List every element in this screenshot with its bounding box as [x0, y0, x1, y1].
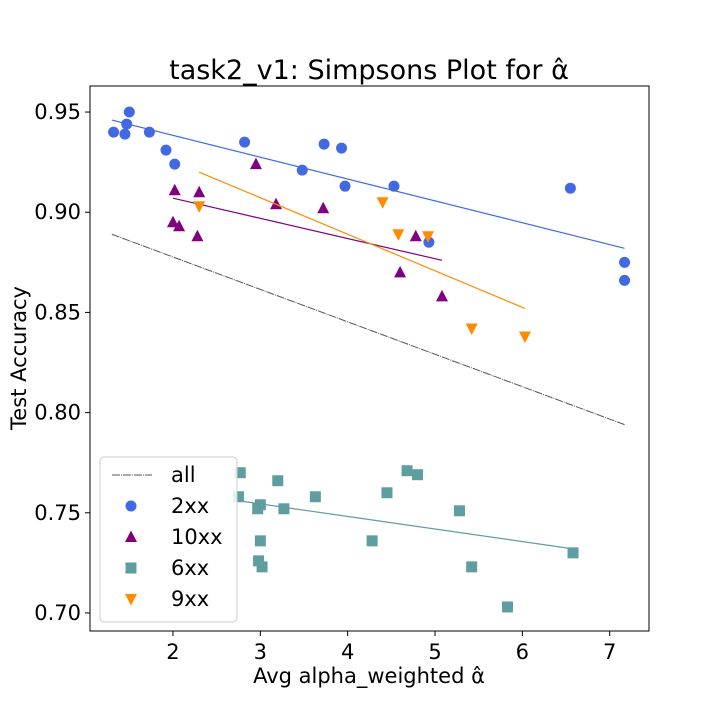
data-point-2xx	[121, 118, 133, 130]
data-point-6xx	[254, 499, 266, 511]
y-tick-label: 0.95	[34, 100, 81, 124]
data-point-2xx	[143, 126, 155, 138]
x-tick-label: 4	[341, 640, 354, 664]
data-point-9xx	[465, 323, 478, 335]
data-point-10xx	[193, 185, 206, 198]
x-tick-label: 3	[254, 640, 267, 664]
x-axis-label: Avg alpha_weighted α̂	[253, 664, 485, 689]
legend-label-6xx: 6xx	[171, 556, 209, 580]
legend: all 2xx 10xx 6xx 9xx	[99, 456, 238, 623]
data-point-2xx	[296, 164, 308, 176]
data-point-9xx	[422, 231, 435, 243]
legend-label-9xx: 9xx	[171, 587, 209, 611]
trend-line-all	[111, 233, 625, 426]
legend-box	[99, 456, 238, 623]
data-point-2xx	[339, 180, 351, 192]
data-point-2xx	[423, 236, 435, 248]
legend-swatch-2xx	[125, 500, 137, 512]
data-point-2xx	[336, 142, 348, 154]
legend-label-10xx: 10xx	[171, 525, 223, 549]
data-point-2xx	[619, 256, 631, 268]
data-point-6xx	[272, 475, 284, 487]
data-point-2xx	[619, 274, 631, 286]
legend-swatch-6xx	[125, 562, 137, 574]
data-point-10xx	[317, 201, 330, 214]
data-point-6xx	[567, 547, 579, 559]
data-point-2xx	[108, 126, 120, 138]
x-tick-label: 7	[603, 640, 616, 664]
x-tick-label: 2	[166, 640, 179, 664]
legend-label-all: all	[171, 463, 196, 487]
data-point-10xx	[270, 197, 283, 210]
data-point-10xx	[191, 229, 204, 242]
y-tick-label: 0.75	[34, 501, 81, 525]
data-point-10xx	[435, 289, 448, 302]
data-point-6xx	[401, 465, 413, 477]
data-point-9xx	[376, 197, 389, 209]
data-point-9xx	[193, 201, 206, 213]
data-point-9xx	[392, 229, 405, 241]
data-point-2xx	[160, 144, 172, 156]
chart-title: task2_v1: Simpsons Plot for α̂	[169, 55, 569, 86]
data-point-6xx	[278, 503, 290, 515]
y-tick-label: 0.90	[34, 200, 81, 224]
data-point-2xx	[239, 136, 251, 148]
data-point-10xx	[409, 229, 422, 242]
y-tick-label: 0.80	[34, 401, 81, 425]
data-point-2xx	[169, 158, 181, 170]
data-point-6xx	[381, 487, 393, 499]
data-point-9xx	[518, 331, 531, 343]
data-point-10xx	[166, 215, 179, 228]
plot-marks	[108, 106, 631, 613]
data-point-10xx	[249, 157, 262, 170]
data-point-2xx	[564, 182, 576, 194]
data-point-6xx	[256, 561, 268, 573]
trend-line-10xx	[172, 197, 443, 261]
y-axis-label: Test Accuracy	[7, 286, 31, 431]
data-point-10xx	[168, 183, 181, 196]
plot-frame	[89, 85, 650, 632]
data-point-6xx	[254, 535, 266, 547]
y-tick-label: 0.70	[34, 601, 81, 625]
data-point-6xx	[232, 491, 244, 503]
trend-line-2xx	[111, 119, 625, 249]
data-point-6xx	[366, 535, 378, 547]
data-point-6xx	[466, 561, 478, 573]
data-point-2xx	[119, 128, 131, 140]
x-tick-label: 6	[516, 640, 529, 664]
x-axis-ticks: 2 3 4 5 6 7	[166, 631, 616, 664]
data-point-6xx	[234, 467, 246, 479]
trend-line-6xx	[238, 500, 574, 550]
y-tick-label: 0.85	[34, 300, 81, 324]
x-tick-label: 5	[428, 640, 441, 664]
data-point-10xx	[173, 219, 186, 232]
legend-label-2xx: 2xx	[171, 494, 209, 518]
data-point-6xx	[502, 601, 514, 613]
data-point-10xx	[394, 265, 407, 278]
y-axis-ticks: 0.70 0.75 0.80 0.85 0.90 0.95	[34, 100, 90, 625]
data-point-6xx	[412, 469, 424, 481]
data-point-2xx	[123, 106, 135, 118]
legend-swatch-9xx	[125, 594, 137, 606]
trend-line-9xx	[198, 171, 526, 309]
data-point-6xx	[253, 555, 265, 567]
data-point-6xx	[453, 505, 465, 517]
legend-swatch-10xx	[125, 530, 137, 542]
data-point-2xx	[388, 180, 400, 192]
data-point-2xx	[318, 138, 330, 150]
data-point-6xx	[309, 491, 321, 503]
